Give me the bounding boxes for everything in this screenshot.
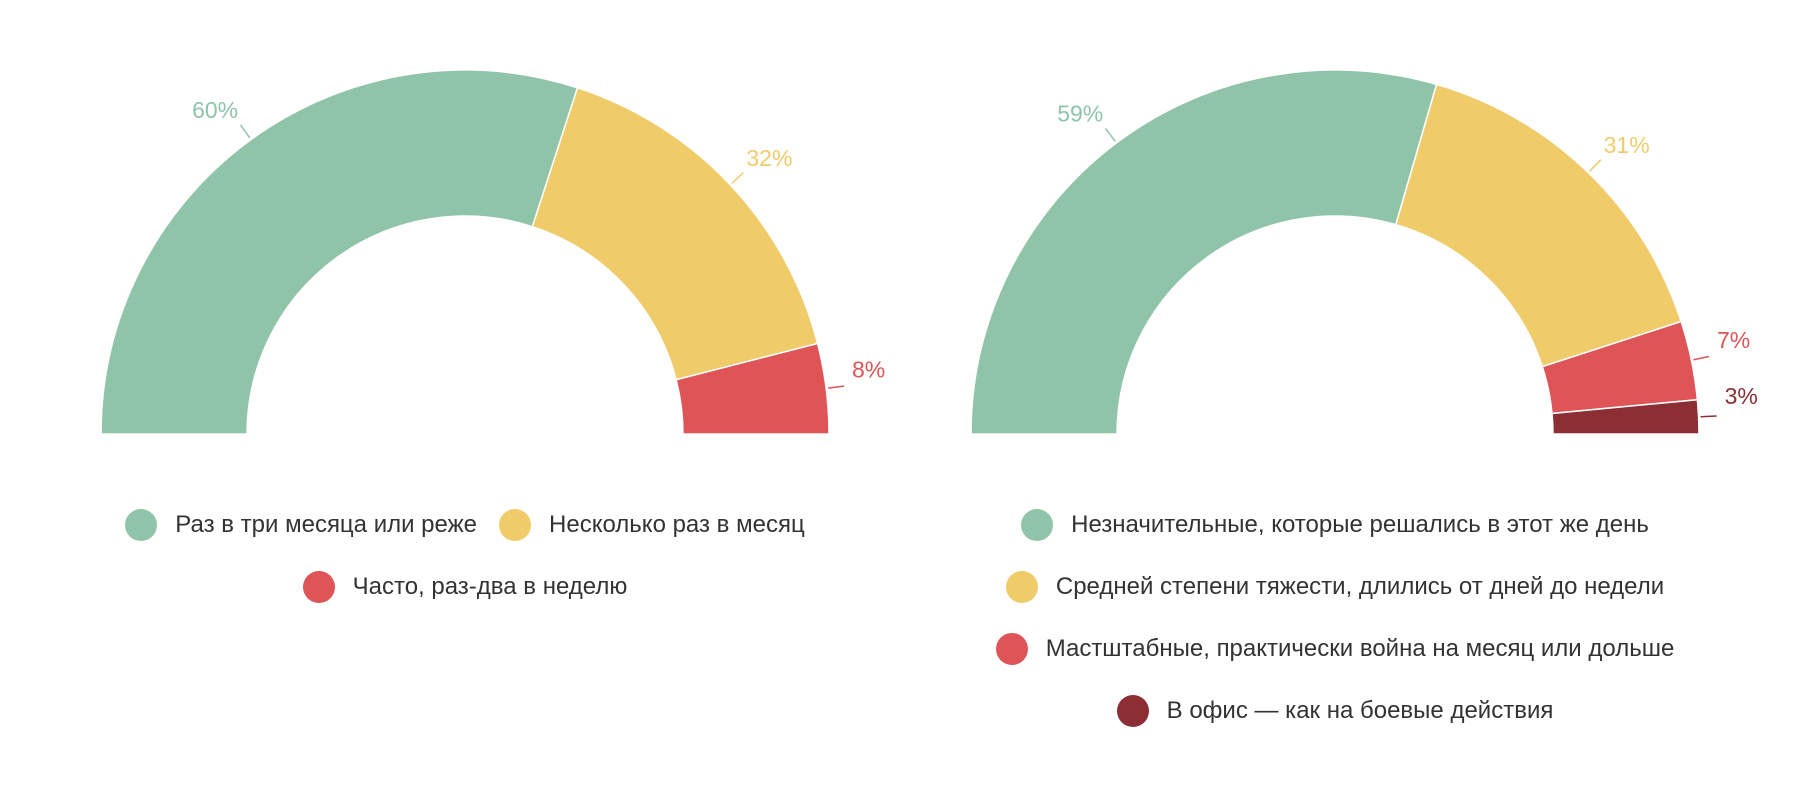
legend-item: Мастштабные, практически война на месяц … xyxy=(995,629,1675,669)
legend: Раз в три месяца или реже Несколько раз в… xyxy=(60,505,870,607)
value-label: 59% xyxy=(1057,100,1103,126)
leader-line xyxy=(828,385,845,389)
legend-label: Часто, раз-два в неделю xyxy=(352,573,628,600)
legend-swatch xyxy=(125,509,158,541)
legend-swatch xyxy=(1116,695,1149,727)
leader-line xyxy=(1700,415,1717,418)
legend-swatch xyxy=(995,633,1028,665)
slice xyxy=(100,69,579,435)
legend-label: Мастштабные, практически война на месяц … xyxy=(1045,635,1675,662)
value-label: 8% xyxy=(852,357,885,383)
slice xyxy=(970,69,1438,435)
legend-item: Часто, раз-два в неделю xyxy=(302,567,628,607)
value-label: 7% xyxy=(1717,327,1750,353)
legend-swatch xyxy=(1005,571,1038,603)
legend-swatch xyxy=(499,509,532,541)
legend-swatch xyxy=(302,571,335,603)
value-label: 60% xyxy=(192,97,238,123)
legend-item: Несколько раз в месяц xyxy=(499,505,805,545)
value-label: 31% xyxy=(1604,132,1650,158)
leader-line xyxy=(1105,128,1116,142)
legend: Незначительные, которые решались в этот … xyxy=(900,505,1770,731)
slice xyxy=(1551,398,1700,435)
legend-label: Раз в три месяца или реже xyxy=(175,511,478,538)
leader-line xyxy=(1589,159,1602,172)
legend-label: В офис — как на боевые действия xyxy=(1166,697,1554,724)
legend-label: Несколько раз в месяц xyxy=(549,511,805,538)
leader-line xyxy=(1693,355,1710,361)
legend-item: В офис — как на боевые действия xyxy=(1116,691,1554,731)
slice xyxy=(531,86,819,381)
legend-item: Раз в три месяца или реже xyxy=(125,505,477,545)
leader-line xyxy=(731,171,744,185)
legend-label: Средней степени тяжести, длились от дней… xyxy=(1055,573,1665,600)
legend-label: Незначительные, которые решались в этот … xyxy=(1071,511,1649,538)
legend-item: Средней степени тяжести, длились от дней… xyxy=(1005,567,1665,607)
value-label: 3% xyxy=(1725,383,1758,409)
legend-item: Незначительные, которые решались в этот … xyxy=(1021,505,1649,545)
leader-line xyxy=(239,124,251,139)
legend-swatch xyxy=(1021,509,1054,541)
slice xyxy=(1394,83,1683,368)
slice xyxy=(675,342,830,435)
value-label: 32% xyxy=(746,145,792,171)
